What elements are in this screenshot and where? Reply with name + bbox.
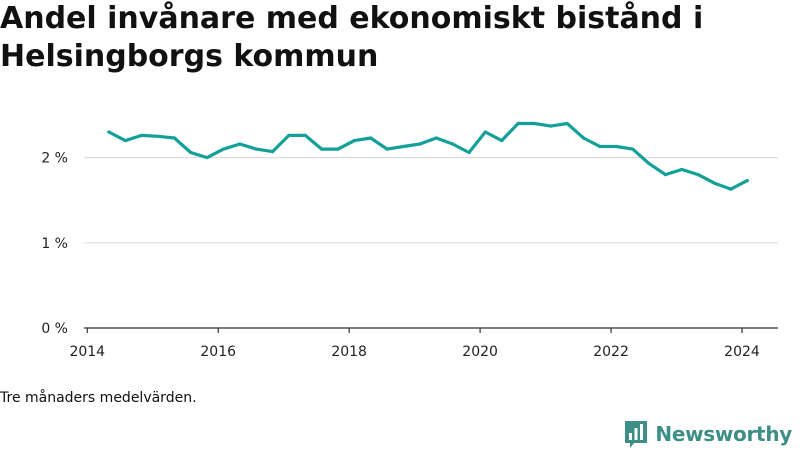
data-point <box>205 156 209 160</box>
data-point <box>434 136 438 140</box>
data-point <box>401 144 406 149</box>
data-point <box>287 133 291 138</box>
data-point <box>172 136 176 140</box>
data-point <box>500 138 504 143</box>
data-point <box>581 136 586 140</box>
data-point <box>549 124 553 128</box>
data-point <box>451 142 455 146</box>
x-tick-label: 2020 <box>462 344 498 360</box>
data-point <box>107 130 111 134</box>
x-tick-label: 2022 <box>593 344 629 360</box>
data-point <box>238 142 242 146</box>
gridlines <box>84 156 778 244</box>
data-point <box>156 134 160 138</box>
brand-logo[interactable]: Newsworthy <box>623 419 792 449</box>
data-point <box>745 179 749 183</box>
data-point <box>303 133 307 138</box>
data-point <box>598 144 602 149</box>
data-point <box>336 147 340 151</box>
data-point <box>320 147 324 151</box>
data-point <box>565 121 569 126</box>
data-point <box>352 138 356 143</box>
series-line-0 <box>107 121 749 191</box>
series-layer <box>107 121 749 191</box>
x-tick-label: 2024 <box>724 344 760 360</box>
data-point <box>467 150 471 155</box>
data-point <box>663 173 667 177</box>
data-point <box>254 147 258 151</box>
y-tick-label: 2 % <box>41 151 68 167</box>
data-point <box>483 130 487 134</box>
data-point <box>516 121 520 126</box>
line-chart: 0 % 1 % 2 % 2014 2016 2018 2020 2022 2024 <box>41 121 778 360</box>
data-point <box>680 167 684 172</box>
brand-name: Newsworthy <box>655 422 792 446</box>
data-point <box>647 161 651 166</box>
data-point <box>189 150 193 155</box>
data-point <box>631 147 635 151</box>
x-axis: 2014 2016 2018 2020 2022 2024 <box>69 327 778 360</box>
data-point <box>385 147 389 151</box>
y-tick-label: 0 % <box>41 321 68 337</box>
x-tick-label: 2016 <box>200 344 236 360</box>
chart-title: Andel invånare med ekonomiskt bistånd i … <box>0 1 704 74</box>
data-point <box>712 181 717 185</box>
x-tick-label: 2014 <box>69 344 105 360</box>
x-tick-label: 2018 <box>331 344 367 360</box>
data-point <box>729 187 733 191</box>
data-point <box>532 121 537 126</box>
data-point <box>270 150 275 154</box>
data-point <box>123 138 127 143</box>
data-point <box>140 133 144 138</box>
data-point <box>369 136 373 140</box>
footnote: Tre månaders medelvärden. <box>0 390 197 406</box>
data-point <box>221 147 226 151</box>
data-point <box>614 144 618 149</box>
bar-chart-speech-bubble-icon <box>625 421 648 448</box>
data-point <box>418 142 422 146</box>
y-tick-label: 1 % <box>41 236 68 252</box>
y-axis: 0 % 1 % 2 % <box>41 151 68 337</box>
data-point <box>696 173 700 177</box>
